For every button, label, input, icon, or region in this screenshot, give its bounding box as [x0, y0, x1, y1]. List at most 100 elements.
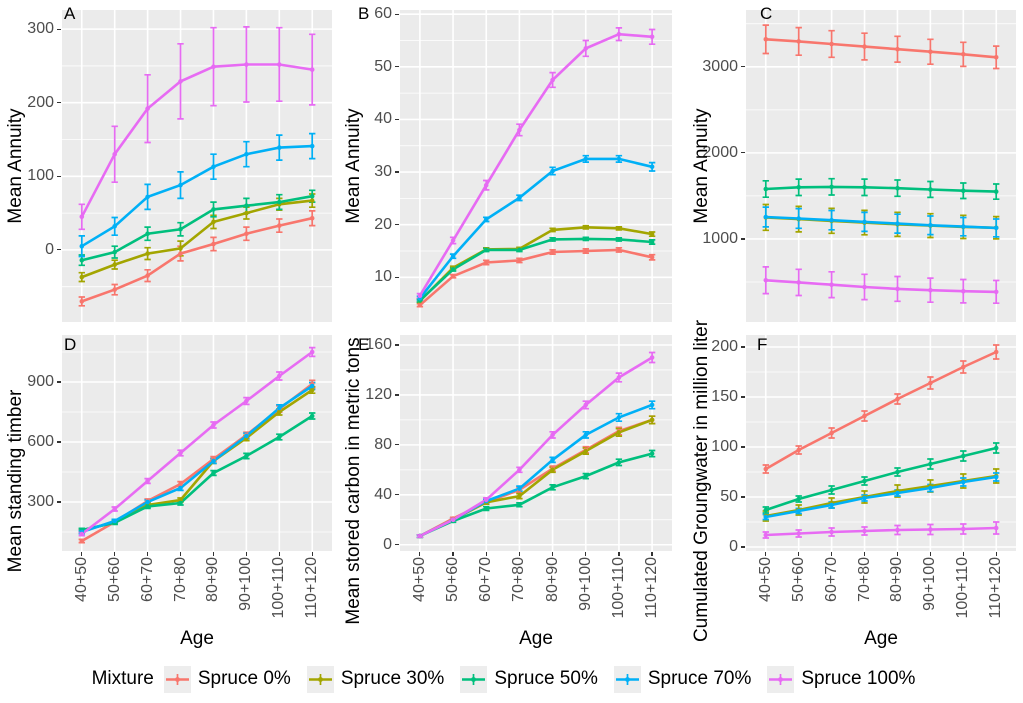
y-tick-label: 40 — [374, 485, 392, 503]
y-tick-label: 40 — [374, 110, 392, 128]
gridlines — [400, 335, 672, 551]
y-tick-mark — [57, 102, 61, 104]
series-points — [79, 62, 315, 304]
y-tick-label: 150 — [711, 388, 738, 405]
errorbar-key-icon — [462, 673, 486, 685]
x-tick-label: 60+70 — [477, 557, 495, 602]
legend-items: Spruce 0% Spruce 30% Spruce 50% Spruce 70% S… — [163, 665, 932, 693]
y-tick-label: 80 — [374, 435, 392, 453]
panel-F-chart — [746, 335, 1016, 551]
y-tick-label: 100 — [27, 167, 54, 185]
line-Spruce 0% — [764, 37, 998, 59]
y-tick-mark — [57, 381, 61, 383]
x-tick-label: 90+100 — [576, 557, 594, 611]
errorbar-key-icon — [615, 673, 639, 685]
x-tick-label: 100+110 — [609, 557, 627, 619]
y-tick-mark — [395, 118, 399, 121]
y-tick-mark — [395, 224, 399, 226]
x-tick-mark — [147, 552, 149, 556]
x-tick-mark — [765, 552, 767, 556]
x-tick-mark — [896, 552, 899, 556]
line-Spruce 100% — [80, 350, 314, 536]
x-tick-label: 90+100 — [921, 557, 939, 611]
y-tick-mark — [395, 171, 399, 173]
line-Spruce 50% — [764, 185, 998, 193]
y-tick-mark — [395, 444, 399, 446]
y-tick-mark — [395, 494, 399, 496]
y-tick-mark — [57, 249, 61, 251]
y-tick-mark — [741, 446, 745, 448]
panel-C-chart — [746, 10, 1016, 322]
y-tick-mark — [395, 344, 399, 346]
y-tick-mark — [57, 28, 61, 30]
y-tick-label: 300 — [27, 20, 54, 38]
legend-item: Spruce 30% — [306, 665, 444, 693]
x-tick-mark — [311, 552, 313, 556]
x-tick-label: 80+90 — [888, 557, 906, 602]
gridlines — [62, 335, 332, 551]
panel-label-E: E — [358, 335, 370, 354]
y-tick-label: 3000 — [702, 57, 738, 75]
legend-item-label: Spruce 70% — [647, 668, 752, 689]
panel-E-chart — [400, 335, 672, 551]
panel-label-C: C — [760, 4, 773, 23]
series-lines — [418, 32, 654, 307]
line-Spruce 70% — [418, 157, 654, 300]
x-tick-label: 80+90 — [204, 557, 222, 602]
x-tick-mark — [551, 552, 554, 556]
x-tick-mark — [929, 552, 931, 556]
y-tick-label: 1000 — [702, 229, 738, 247]
y-tick-label: 0 — [45, 240, 54, 258]
panel-label-D: D — [64, 335, 77, 354]
x-axis-title: Age — [180, 628, 214, 649]
y-tick-mark — [741, 346, 745, 348]
x-tick-mark — [245, 552, 247, 556]
legend-key-swatch — [767, 665, 795, 693]
y-tick-label: 50 — [374, 57, 392, 75]
legend-item-label: Spruce 50% — [494, 668, 598, 689]
x-tick-label: 60+70 — [138, 557, 156, 602]
x-tick-label: 50+60 — [105, 557, 123, 602]
series-points — [417, 355, 655, 539]
x-tick-mark — [518, 552, 520, 556]
series-lines — [418, 356, 654, 538]
y-tick-label: 120 — [365, 385, 392, 403]
x-tick-mark — [114, 552, 116, 556]
x-tick-mark — [863, 552, 866, 556]
x-tick-label: 70+80 — [510, 557, 528, 602]
line-Spruce 0% — [418, 248, 654, 307]
x-tick-mark — [212, 552, 215, 556]
y-tick-label: 160 — [365, 335, 392, 353]
x-axis-title: Age — [864, 628, 898, 649]
y-tick-mark — [395, 394, 399, 396]
panel-label-A: A — [64, 4, 76, 23]
x-tick-mark — [995, 552, 997, 556]
y-tick-label: 0 — [383, 535, 392, 553]
x-tick-mark — [179, 552, 182, 556]
x-tick-mark — [585, 552, 587, 556]
line-Spruce 50% — [418, 237, 654, 302]
y-tick-label: 600 — [27, 433, 54, 450]
y-tick-mark — [395, 544, 399, 546]
legend-key-swatch — [306, 665, 334, 693]
x-tick-label: 80+90 — [543, 557, 561, 602]
y-tick-mark — [741, 546, 745, 548]
series-points — [763, 37, 999, 295]
x-tick-label: 70+80 — [171, 557, 189, 602]
y-tick-mark — [741, 66, 745, 68]
y-tick-mark — [57, 441, 61, 443]
y-tick-label: 100 — [711, 438, 738, 455]
legend-key-swatch — [613, 665, 641, 693]
legend-key-swatch — [460, 665, 488, 693]
x-tick-label: 60+70 — [822, 557, 840, 602]
y-tick-mark — [741, 496, 745, 498]
legend-item: Spruce 100% — [767, 665, 915, 693]
x-tick-mark — [831, 552, 833, 556]
x-axis-title: Age — [519, 628, 553, 649]
x-tick-label: 110+120 — [303, 557, 321, 619]
legend: Mixture Spruce 0% Spruce 30% Spruce 50% Spr… — [0, 655, 1023, 703]
x-tick-mark — [81, 552, 83, 556]
legend-item-label: Spruce 0% — [197, 668, 291, 689]
series-lines — [80, 63, 314, 303]
y-tick-label: 50 — [720, 488, 738, 505]
